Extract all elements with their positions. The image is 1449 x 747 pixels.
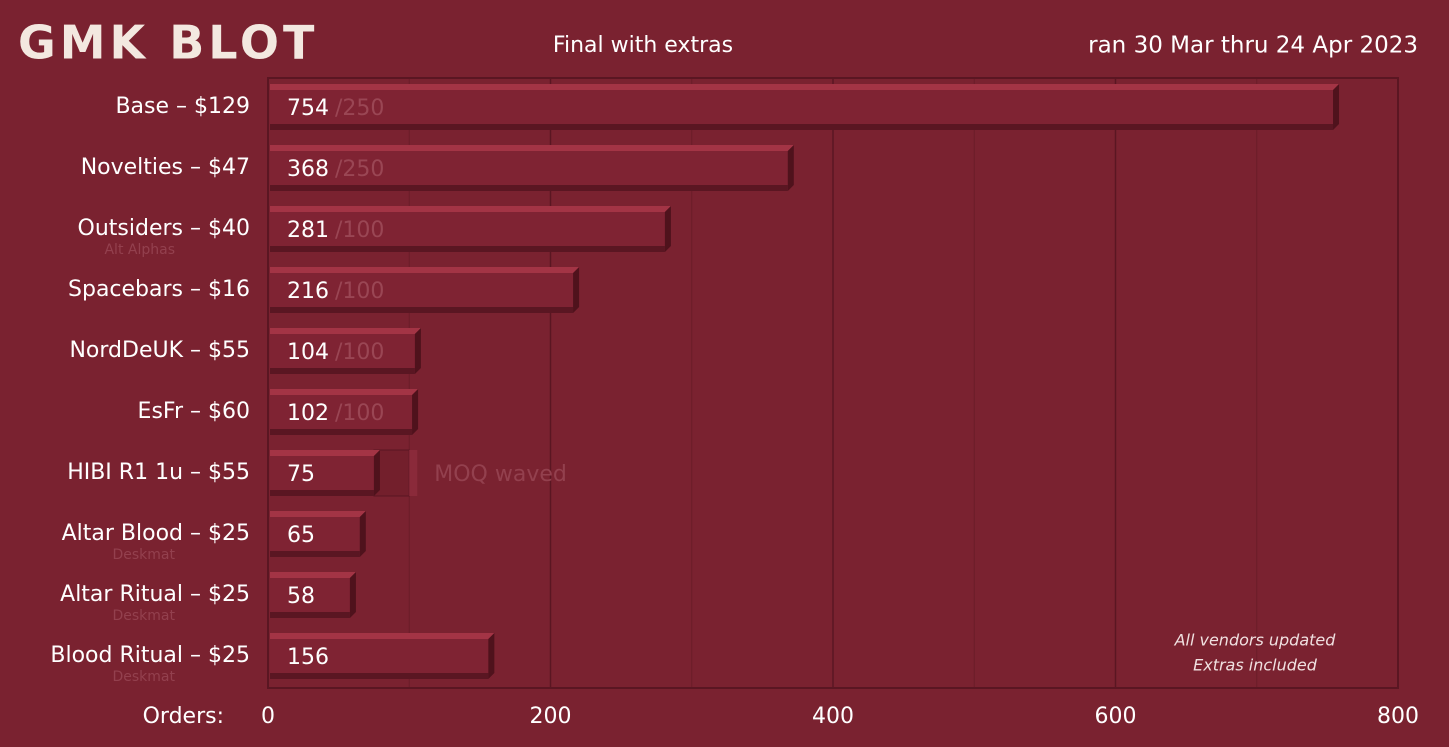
y-tick-label: Outsiders – $40 [78,216,250,241]
y-tick-label: EsFr – $60 [138,399,250,424]
plot-border [267,77,1399,689]
bar-top [270,267,580,273]
bar-top [270,145,794,151]
bar-bottom [270,490,374,496]
bar [270,334,415,368]
bar-top [270,328,421,334]
bar-right [787,145,794,191]
bar-right [1333,84,1340,130]
bar-bottom [270,246,665,252]
bar-top [270,572,356,578]
bar-right [412,389,419,435]
bar-top [270,450,380,456]
value-label: 104 [287,340,329,365]
chart-title: Final with extras [553,33,733,58]
bar [270,212,665,246]
bar [270,639,489,673]
y-tick-label: HIBI R1 1u – $55 [67,460,250,485]
bar-bottom [270,368,415,374]
moq-label: /100 [335,340,384,365]
x-tick-label: 600 [1095,704,1137,729]
bar [270,578,350,612]
x-tick-label: 200 [530,704,572,729]
y-tick-label: Base – $129 [115,94,250,119]
waved-label: MOQ waved [434,462,567,487]
bar-top [270,206,671,212]
y-tick-label: Novelties – $47 [81,155,250,180]
y-sublabel: Deskmat [112,669,175,685]
value-label: 368 [287,157,329,182]
bar-right [488,633,495,679]
y-tick-label: Blood Ritual – $25 [50,643,250,668]
y-sublabel: Alt Alphas [104,242,175,258]
moq-label: /100 [335,218,384,243]
chart-subtitle: ran 30 Mar thru 24 Apr 2023 [1088,33,1418,59]
bar-right [573,267,580,313]
value-label: 754 [287,96,329,121]
value-label: 65 [287,523,315,548]
bar [270,151,788,185]
bar-right [349,572,356,618]
bar-bottom [270,124,1334,130]
bar-right [373,450,380,496]
moq-label: /100 [335,401,384,426]
note: All vendors updated [1174,631,1337,650]
y-tick-label: Altar Blood – $25 [62,521,250,546]
moq-label: /250 [335,96,384,121]
y-sublabel: Deskmat [112,608,175,624]
x-axis-label: Orders: [143,704,224,729]
y-tick-label: NordDeUK – $55 [69,338,250,363]
bar-bottom [270,673,489,679]
bar [270,517,360,551]
bar-bottom [270,612,350,618]
moq-label: /250 [335,157,384,182]
waved-moq-edge [409,450,418,496]
x-tick-label: 800 [1377,704,1419,729]
y-tick-label: Spacebars – $16 [68,277,250,302]
value-label: 58 [287,584,315,609]
bar-bottom [270,429,413,435]
bar-top [270,389,419,395]
bar [270,90,1334,124]
logo: GMK BLOT [18,16,318,70]
value-label: 75 [287,462,315,487]
bar-top [270,84,1340,90]
bar [270,273,574,307]
value-label: 102 [287,401,329,426]
x-tick-label: 0 [261,704,275,729]
x-tick-label: 400 [812,704,854,729]
y-tick-label: Altar Ritual – $25 [60,582,250,607]
note: Extras included [1193,656,1318,675]
value-label: 156 [287,645,329,670]
y-sublabel: Deskmat [112,547,175,563]
value-label: 216 [287,279,329,304]
bar [270,395,413,429]
bar-bottom [270,185,788,191]
bar-right [664,206,671,252]
bar-right [414,328,421,374]
moq-label: /100 [335,279,384,304]
bar-bottom [270,307,574,313]
bar [270,456,374,490]
value-label: 281 [287,218,329,243]
bar-top [270,511,366,517]
bar-right [359,511,366,557]
bar-bottom [270,551,360,557]
bar-top [270,633,495,639]
